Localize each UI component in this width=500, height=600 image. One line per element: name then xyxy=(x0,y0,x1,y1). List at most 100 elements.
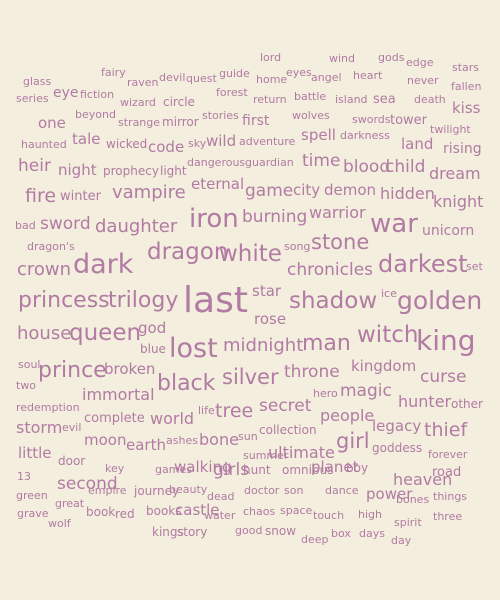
word-twilight: twilight xyxy=(430,123,471,136)
word-warrior: warrior xyxy=(309,203,366,222)
word-grave: red xyxy=(115,507,135,521)
word-legacy: legacy xyxy=(372,417,422,435)
word-lost: lost xyxy=(169,333,218,364)
word-child: child xyxy=(385,157,426,177)
word-spell: spell xyxy=(301,126,336,144)
word-people: people xyxy=(320,406,375,425)
word-son: power xyxy=(366,485,413,503)
word-tower: tower xyxy=(390,113,428,128)
word-edge: edge xyxy=(406,56,434,69)
word-secret: secret xyxy=(259,396,312,416)
word-home: home xyxy=(256,73,288,86)
word-ghost: ultimate xyxy=(268,443,335,462)
word-time: time xyxy=(302,151,341,171)
word-dangerous: dangerous xyxy=(187,156,246,169)
word-omnibus: boy xyxy=(346,461,369,475)
word-darkest: darkest xyxy=(378,250,468,278)
word-eyes: eyes xyxy=(286,66,312,79)
word-white: white xyxy=(219,241,282,267)
word-knight: knight xyxy=(433,192,484,211)
word-heir: heir xyxy=(18,156,51,176)
word-little: little xyxy=(18,444,52,462)
word-kingdom: kingdom xyxy=(351,357,417,375)
word-space: high xyxy=(358,508,382,521)
word-touch: three xyxy=(433,510,463,523)
word-eye: eye xyxy=(53,85,79,101)
word-curse: curse xyxy=(420,367,467,387)
word-second: green xyxy=(16,489,48,502)
word-hunter: hunter xyxy=(398,392,452,411)
word-night: night xyxy=(58,161,97,179)
word-castle: chaos xyxy=(243,505,276,518)
word-guide: guide xyxy=(219,67,250,80)
word-deep: days xyxy=(359,527,385,540)
word-story: snow xyxy=(265,524,297,538)
word-golden: golden xyxy=(397,286,483,315)
word-13: games xyxy=(155,463,192,476)
word-last: last xyxy=(183,280,248,321)
word-sea: sea xyxy=(373,92,396,107)
word-games: hunt xyxy=(243,463,271,477)
word-rose: rose xyxy=(254,310,287,328)
word-lord: lord xyxy=(260,51,282,64)
word-shadow: shadow xyxy=(289,288,378,314)
word-dark: dark xyxy=(73,249,134,280)
word-chronicles: chronicles xyxy=(287,260,374,280)
word-battle: battle xyxy=(294,90,327,103)
word-circle: circle xyxy=(163,95,195,109)
word-throne: throne xyxy=(284,362,340,382)
word-trilogy: trilogy xyxy=(108,288,179,313)
word-haunted: haunted xyxy=(21,138,67,151)
word-house: house xyxy=(17,323,72,344)
word-books: water xyxy=(204,509,236,522)
word-bad: bad xyxy=(15,219,36,232)
word-three: spirit xyxy=(394,516,422,529)
word-sky: sky xyxy=(188,137,207,150)
word-ice: ice xyxy=(381,287,397,300)
word-chaos: touch xyxy=(313,509,345,522)
word-beyond: beyond xyxy=(75,108,116,121)
word-swords: swords xyxy=(352,113,391,126)
word-snow: box xyxy=(331,527,351,540)
word-good: deep xyxy=(301,533,329,546)
word-angel: angel xyxy=(311,71,342,84)
word-kiss: kiss xyxy=(452,99,481,117)
word-strange: strange xyxy=(118,116,161,129)
word-planet: road xyxy=(432,465,462,480)
word-things: dead xyxy=(207,490,235,503)
word-return: return xyxy=(253,93,287,106)
word-blue: blue xyxy=(140,342,166,356)
word-bone: bone xyxy=(199,430,239,449)
word-prince: prince xyxy=(38,358,107,383)
word-code: code xyxy=(148,138,185,156)
word-road: heaven xyxy=(393,470,453,489)
word-star: star xyxy=(252,282,282,300)
word-moon: moon xyxy=(84,431,127,449)
word-kings: good xyxy=(235,524,263,537)
word-beauty: son xyxy=(284,484,304,497)
word-light: light xyxy=(160,164,187,178)
word-quest: quest xyxy=(186,72,217,85)
word-doctor: dance xyxy=(325,484,359,497)
word-song: song xyxy=(284,240,311,253)
word-unicorn: unicorn xyxy=(422,223,475,239)
word-great: grave xyxy=(17,507,49,520)
word-storm: storm xyxy=(16,418,63,437)
word-red: castle xyxy=(175,501,220,519)
word-key: girls xyxy=(213,460,250,480)
word-collection: collection xyxy=(259,423,317,437)
word-wild: wild xyxy=(206,132,237,150)
word-summer: door xyxy=(58,454,86,468)
word-death: death xyxy=(414,93,446,106)
word-stone: stone xyxy=(311,230,370,254)
word-first: first xyxy=(242,113,270,129)
word-adventure: adventure xyxy=(239,135,296,148)
word-ultimate: forever xyxy=(428,448,468,461)
word-fire: fire xyxy=(25,185,57,207)
word-war: war xyxy=(370,209,418,239)
word-crown: crown xyxy=(17,259,72,280)
word-heart: heart xyxy=(353,69,383,82)
word-water: space xyxy=(280,504,313,517)
word-spirit: story xyxy=(177,525,208,539)
